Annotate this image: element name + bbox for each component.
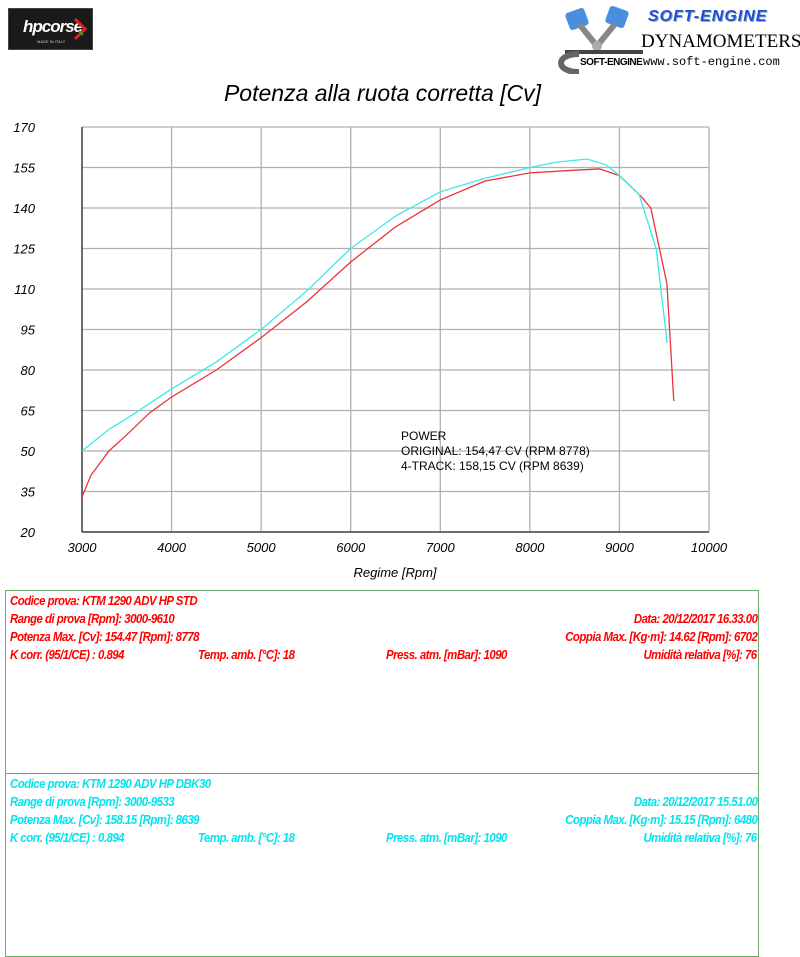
x-tick-label: 8000 (515, 540, 545, 555)
test-range: Range di prova [Rpm]: 3000-9610 (10, 611, 175, 626)
x-axis-label: Regime [Rpm] (353, 565, 436, 580)
x-tick-label: 7000 (426, 540, 456, 555)
test-temp: Temp. amb. [°C]: 18 (198, 830, 295, 845)
soft-engine-mark: SOFT-ENGINE (580, 57, 643, 68)
test-press: Press. atm. [mBar]: 1090 (386, 647, 507, 662)
chevron-icon (73, 17, 88, 41)
y-tick-label: 155 (13, 161, 35, 176)
test-power-max: Potenza Max. [Cv]: 158.15 [Rpm]: 8639 (10, 812, 200, 827)
test-kcorr: K corr. (95/1/CE) : 0.894 (10, 647, 124, 662)
test-torque-max: Coppia Max. [Kg·m]: 15.15 [Rpm]: 6480 (564, 812, 758, 827)
annotation-line: POWER (401, 429, 447, 443)
y-tick-label: 125 (13, 242, 35, 257)
soft-engine-url: www.soft-engine.com (643, 55, 780, 69)
test-date: Data: 20/12/2017 16.33.00 (633, 611, 757, 626)
y-tick-label: 110 (14, 282, 35, 297)
logo-text: hpcorse (23, 17, 83, 36)
logo-subtext: MADE IN ITALY (37, 39, 66, 44)
test-range: Range di prova [Rpm]: 3000-9533 (10, 794, 175, 809)
x-tick-label: 9000 (605, 540, 635, 555)
x-tick-label: 3000 (68, 540, 98, 555)
y-tick-label: 65 (21, 404, 36, 419)
x-tick-label: 6000 (336, 540, 366, 555)
y-tick-label: 140 (13, 201, 35, 216)
x-tick-label: 10000 (691, 540, 728, 555)
annotation-line: ORIGINAL: 154,47 CV (RPM 8778) (401, 444, 590, 458)
test-temp: Temp. amb. [°C]: 18 (198, 647, 295, 662)
test-code: Codice prova: KTM 1290 ADV HP STD (10, 593, 198, 608)
test-humidity: Umidità relativa [%]: 76 (643, 830, 758, 845)
test-kcorr: K corr. (95/1/CE) : 0.894 (10, 830, 124, 845)
test-press: Press. atm. [mBar]: 1090 (386, 830, 507, 845)
hpcorse-logo: hpcorse MADE IN ITALY (8, 8, 93, 50)
soft-engine-logo-icon (558, 5, 643, 74)
soft-engine-title: SOFT-ENGINE (648, 8, 768, 25)
y-tick-label: 20 (20, 525, 36, 540)
soft-engine-subtitle: DYNAMOMETERS (641, 31, 800, 52)
x-tick-label: 5000 (247, 540, 277, 555)
test-code: Codice prova: KTM 1290 ADV HP DBK30 (10, 776, 211, 791)
test-humidity: Umidità relativa [%]: 76 (643, 647, 758, 662)
x-tick-label: 4000 (157, 540, 187, 555)
annotation-line: 4-TRACK: 158,15 CV (RPM 8639) (401, 459, 584, 473)
test-torque-max: Coppia Max. [Kg·m]: 14.62 [Rpm]: 6702 (564, 629, 758, 644)
y-tick-label: 35 (21, 485, 36, 500)
test-power-max: Potenza Max. [Cv]: 154.47 [Rpm]: 8778 (10, 629, 200, 644)
y-tick-label: 50 (21, 444, 36, 459)
series-line-4track (81, 158, 668, 452)
chart-title: Potenza alla ruota corretta [Cv] (223, 80, 542, 106)
power-chart: 3000 4000 5000 6000 7000 8000 9000 10000 20 35 50 6… (13, 120, 728, 580)
test-date: Data: 20/12/2017 15.51.00 (633, 794, 757, 809)
y-tick-label: 80 (21, 363, 36, 378)
y-tick-label: 170 (13, 120, 35, 135)
y-tick-label: 95 (21, 323, 36, 338)
